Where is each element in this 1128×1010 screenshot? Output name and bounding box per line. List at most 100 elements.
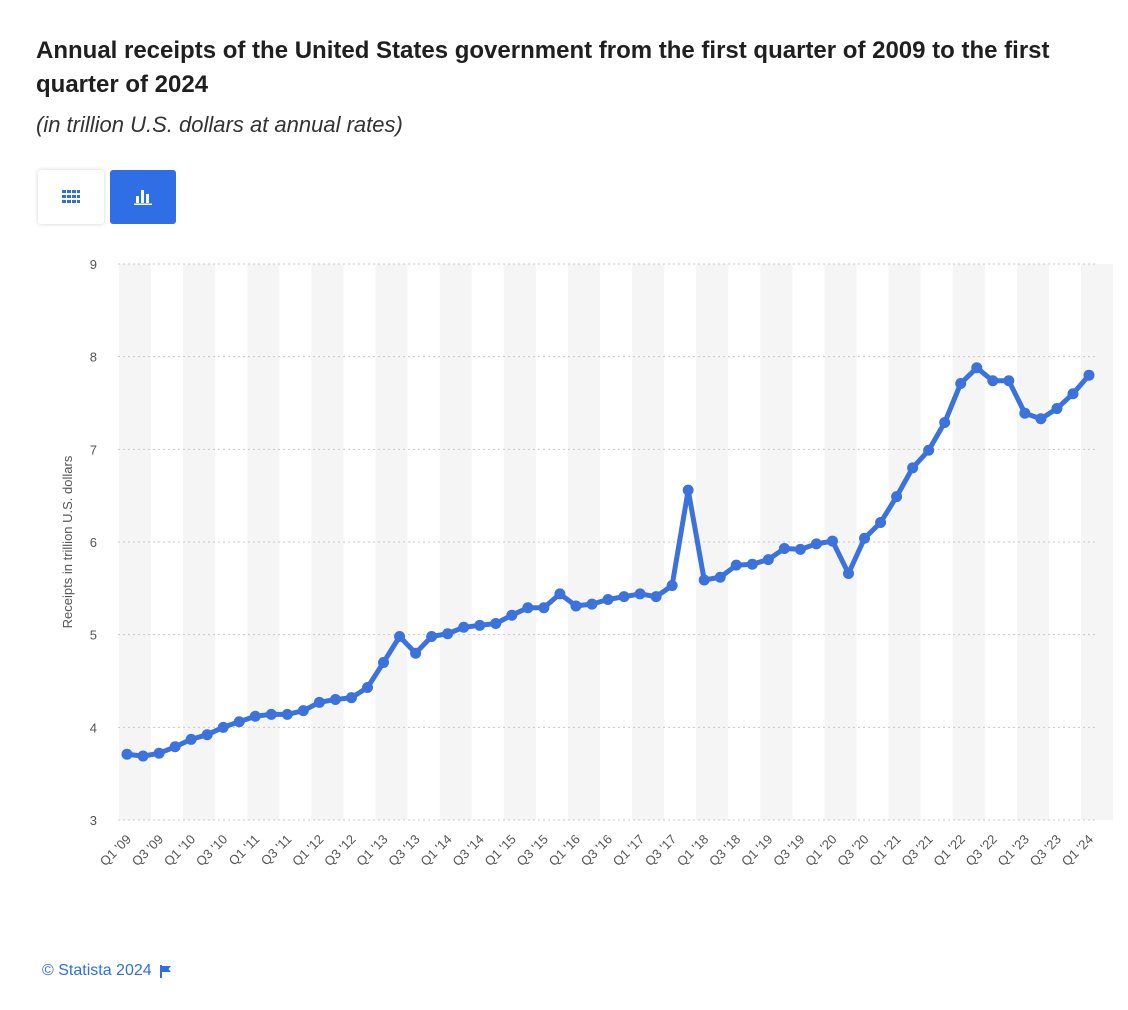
data-point[interactable] [666,580,678,592]
data-point[interactable] [313,696,325,708]
data-point[interactable] [1003,375,1015,387]
data-point[interactable] [169,741,181,753]
x-tick-label: Q3 '20 [834,832,871,869]
data-point[interactable] [458,621,470,633]
data-point[interactable] [394,631,406,643]
flag-icon[interactable] [159,964,172,978]
data-point[interactable] [329,694,341,706]
y-tick-label: 6 [90,535,97,550]
data-point[interactable] [410,647,422,659]
data-point[interactable] [698,574,710,586]
data-point[interactable] [602,593,614,605]
data-point[interactable] [955,378,967,390]
copyright-link[interactable]: © Statista 2024 [42,962,152,979]
data-point[interactable] [442,628,454,640]
table-view-button[interactable] [38,170,104,224]
data-point[interactable] [634,588,646,600]
data-point[interactable] [923,444,935,456]
data-point[interactable] [265,708,277,720]
column-band [1080,264,1114,820]
x-tick-label: Q3 '12 [321,832,358,869]
data-point[interactable] [281,708,293,720]
data-point[interactable] [618,591,630,603]
x-tick-label: Q3 '19 [770,832,807,869]
grid-icon [62,190,80,203]
data-point[interactable] [1067,388,1079,400]
page-title: Annual receipts of the United States gov… [36,37,1050,98]
x-tick-label: Q1 '11 [226,832,263,869]
gridlines [118,263,1098,821]
x-tick-label: Q1 '16 [546,832,583,869]
x-tick-label: Q1 '21 [866,832,903,869]
data-point[interactable] [249,710,261,722]
data-point[interactable] [378,656,390,668]
data-point[interactable] [1051,403,1063,415]
data-point[interactable] [939,416,951,428]
data-point[interactable] [987,375,999,387]
y-tick-label: 5 [90,628,97,643]
data-point[interactable] [185,733,197,745]
data-point[interactable] [971,362,983,374]
data-point[interactable] [762,554,774,566]
data-point[interactable] [554,588,566,600]
data-point[interactable] [153,747,165,759]
x-tick-label: Q1 '15 [482,832,519,869]
x-tick-label: Q3 '09 [129,832,166,869]
data-point[interactable] [345,692,357,704]
data-point[interactable] [746,558,758,570]
data-point[interactable] [297,705,309,717]
data-point[interactable] [201,729,213,741]
x-tick-label: Q1 '12 [289,832,326,869]
x-tick-label: Q3 '23 [1027,832,1064,869]
data-point[interactable] [859,532,871,544]
data-point[interactable] [843,568,854,580]
data-point[interactable] [538,602,550,614]
x-tick-label: Q3 '15 [514,832,551,869]
data-point[interactable] [810,538,822,550]
data-point[interactable] [1035,413,1047,425]
data-point[interactable] [907,462,919,474]
x-tick-label: Q3 '10 [193,832,230,869]
x-tick-label: Q1 '09 [97,832,134,869]
data-point[interactable] [362,681,373,693]
data-point[interactable] [506,609,518,621]
data-point[interactable] [826,535,838,547]
data-point[interactable] [650,591,662,603]
data-point[interactable] [891,491,903,503]
bar-chart-icon [134,190,152,205]
data-point[interactable] [233,716,245,728]
x-tick-label: Q1 '19 [738,832,775,869]
x-tick-label: Q3 '13 [385,832,422,869]
data-point[interactable] [1083,369,1095,381]
data-point[interactable] [778,542,790,554]
data-point[interactable] [474,619,486,631]
column-band [696,264,729,820]
x-tick-label: Q1 '23 [995,832,1032,869]
data-point[interactable] [490,618,502,630]
chart-view-button[interactable] [110,170,176,224]
data-point[interactable] [682,484,694,496]
data-point[interactable] [586,598,598,610]
data-point[interactable] [121,748,133,760]
x-tick-label: Q1 '24 [1059,832,1096,869]
data-point[interactable] [875,517,887,529]
x-tick-label: Q3 '11 [258,832,295,869]
x-tick-label: Q1 '18 [674,832,711,869]
data-point[interactable] [714,571,726,583]
x-tick-label: Q1 '14 [417,832,454,869]
x-tick-label: Q3 '18 [706,832,743,869]
data-point[interactable] [137,750,149,762]
data-point[interactable] [522,602,534,614]
data-point[interactable] [1019,407,1031,419]
x-tick-label: Q1 '17 [610,832,647,869]
data-point[interactable] [426,631,438,643]
data-point[interactable] [730,559,742,571]
data-point[interactable] [794,543,806,555]
data-point[interactable] [217,721,229,733]
x-tick-label: Q1 '10 [161,832,198,869]
data-point[interactable] [570,600,582,612]
x-tick-label: Q1 '20 [802,832,839,869]
